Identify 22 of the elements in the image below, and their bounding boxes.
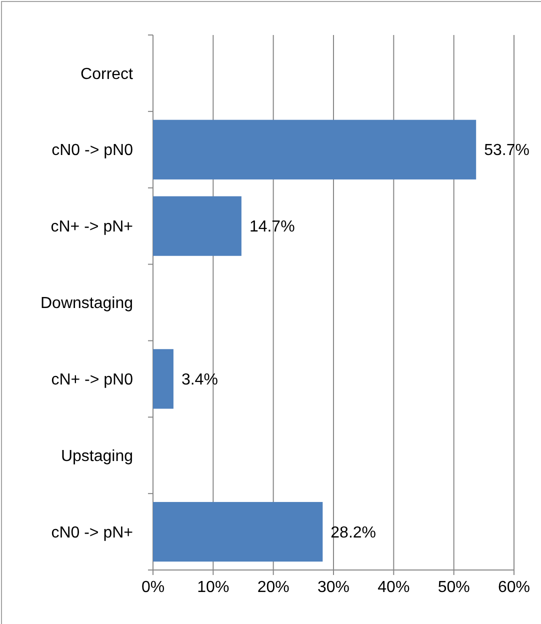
y-tick-label: cN+ -> pN+	[50, 218, 133, 236]
x-tick-label: 20%	[257, 579, 290, 596]
y-tick-label: cN0 -> pN0	[52, 142, 134, 160]
x-tick-label: 0%	[141, 579, 165, 596]
y-tick-label: Upstaging	[60, 448, 133, 465]
bar	[153, 502, 323, 562]
bar	[153, 196, 242, 256]
x-tick-label: 60%	[498, 579, 530, 596]
x-tick-label: 50%	[438, 579, 470, 596]
y-tick-label: Correct	[80, 66, 134, 83]
bar	[153, 120, 476, 180]
data-label: 3.4%	[181, 372, 218, 389]
y-tick-label: Downstaging	[40, 295, 133, 312]
y-tick-label: cN+ -> pN0	[51, 372, 134, 389]
data-label: 53.7%	[484, 142, 530, 160]
x-tick-label: 40%	[378, 579, 410, 596]
x-tick-label: 10%	[197, 579, 230, 596]
x-tick-label: 30%	[317, 579, 350, 596]
data-label: 14.7%	[249, 218, 295, 236]
y-tick-label: cN0 -> pN+	[51, 524, 133, 542]
data-label: 28.2%	[330, 524, 376, 542]
bar	[153, 349, 174, 409]
